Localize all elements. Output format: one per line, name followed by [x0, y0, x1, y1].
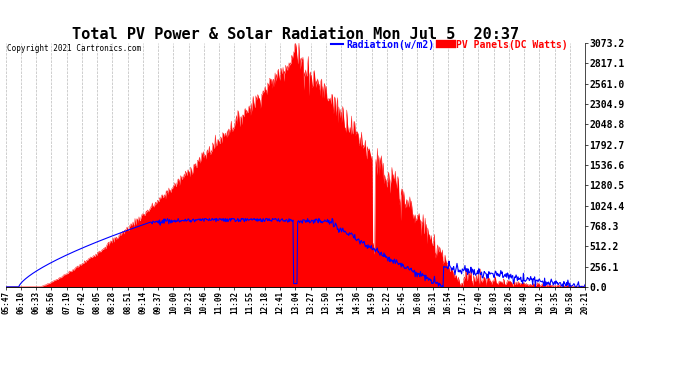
Legend: Radiation(w/m2), PV Panels(DC Watts): Radiation(w/m2), PV Panels(DC Watts) — [327, 36, 571, 54]
Text: Copyright 2021 Cartronics.com: Copyright 2021 Cartronics.com — [7, 44, 141, 52]
Title: Total PV Power & Solar Radiation Mon Jul 5  20:37: Total PV Power & Solar Radiation Mon Jul… — [72, 27, 519, 42]
